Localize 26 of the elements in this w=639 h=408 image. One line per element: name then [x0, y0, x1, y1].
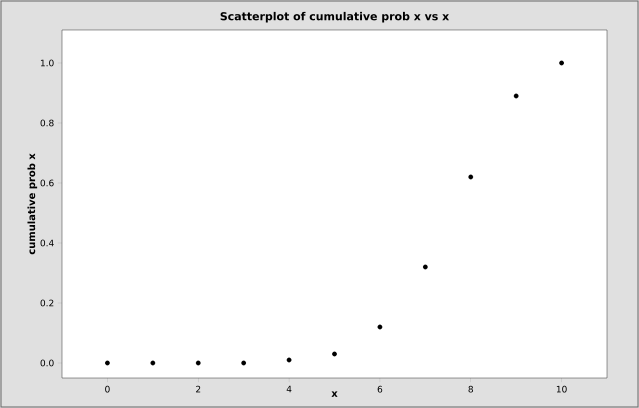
y-tick-label: 0.8 — [40, 120, 54, 126]
point — [514, 94, 519, 98]
x-tick-label: 0 — [105, 386, 110, 393]
point — [286, 358, 292, 362]
point — [559, 60, 564, 66]
y-tick-label: 0.4 — [40, 240, 54, 246]
point — [105, 360, 110, 366]
x-tick-label: 2 — [196, 386, 200, 392]
x-tick-label: 6 — [378, 386, 382, 393]
y-axis-title: cumulative prob x — [27, 153, 38, 254]
x-axis-title: x — [331, 391, 338, 397]
x-tick-label: 10 — [556, 386, 567, 393]
point — [150, 360, 156, 366]
y-tick-label: 0.6 — [40, 180, 54, 186]
y-tick-label: 1.0 — [40, 60, 54, 66]
x-tick-label: 4 — [286, 386, 292, 392]
chart-title: Scatterplot of cumulative prob x vs x — [220, 12, 450, 22]
point — [241, 360, 246, 366]
point — [378, 324, 382, 330]
point — [332, 352, 337, 356]
x-tick-label: 8 — [468, 386, 473, 393]
y-tick-label: 0.0 — [40, 360, 54, 366]
point — [196, 360, 201, 366]
point — [422, 264, 428, 270]
point — [468, 174, 474, 180]
y-tick-label: 0.2 — [40, 300, 54, 306]
